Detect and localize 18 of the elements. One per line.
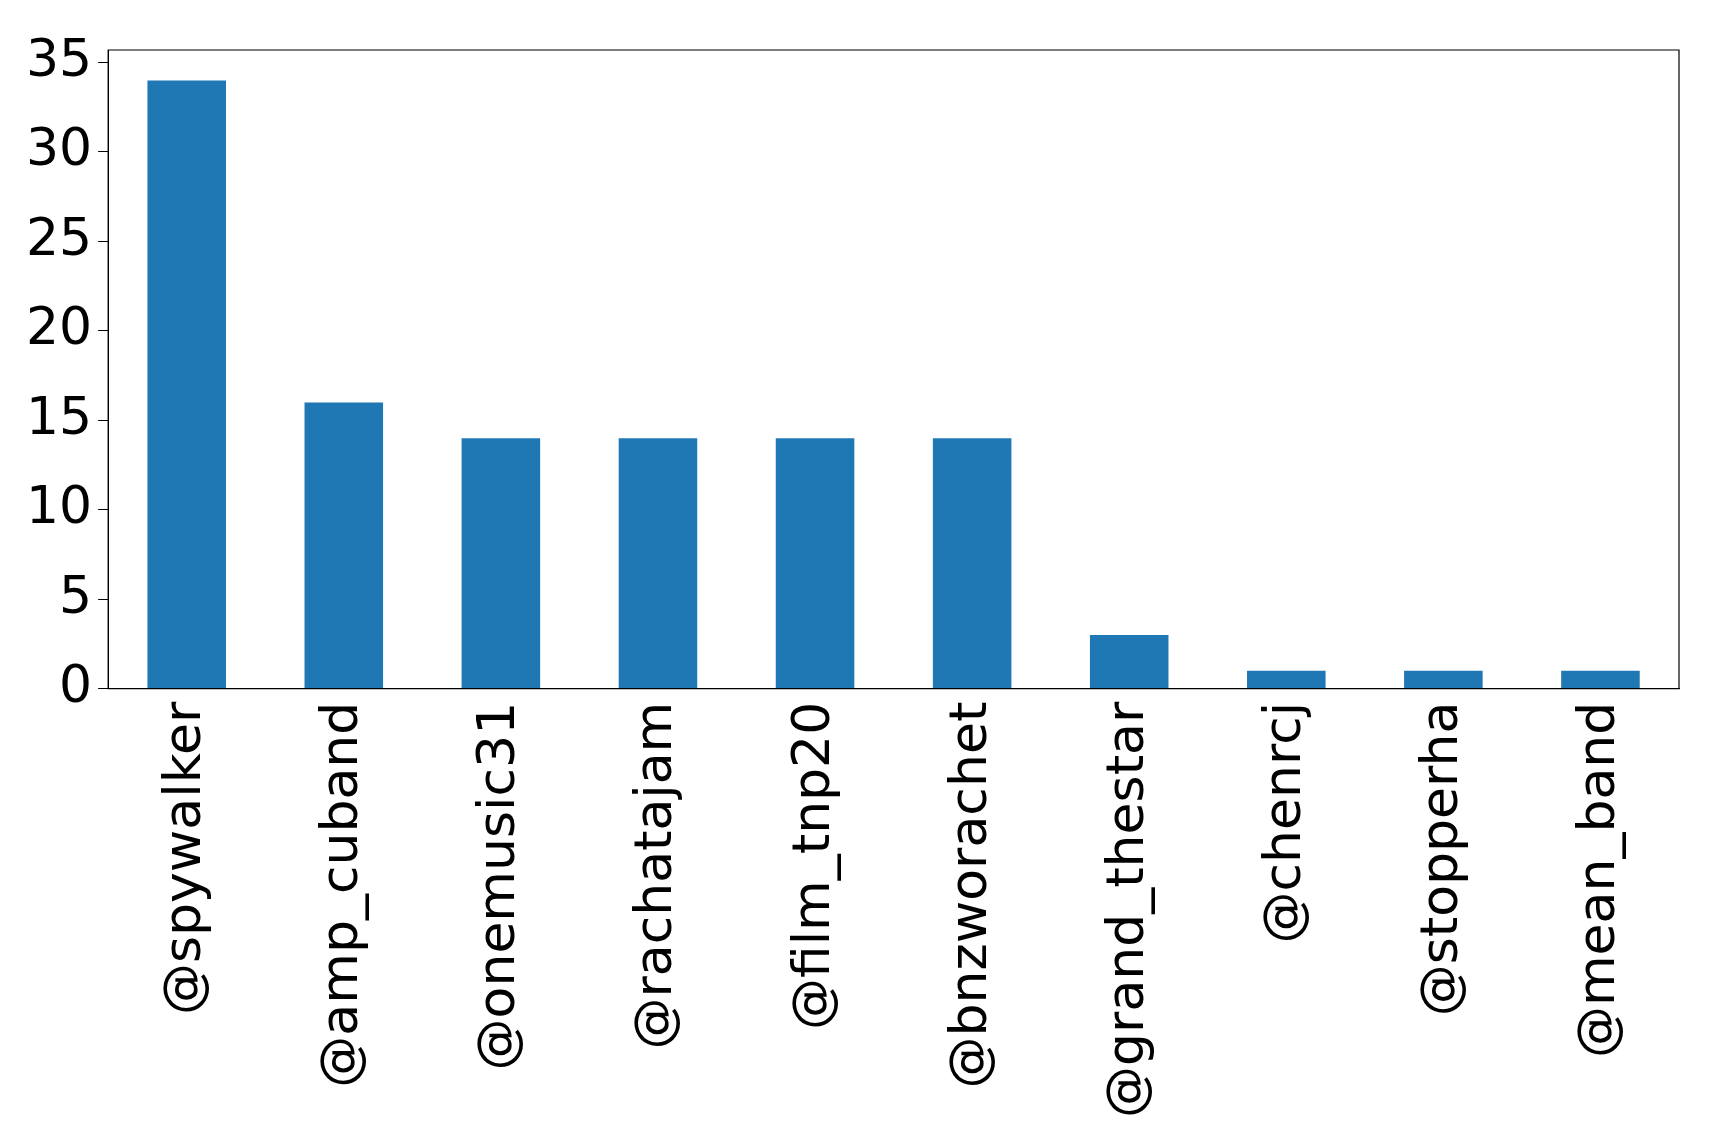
y-tick-label: 35: [26, 28, 93, 89]
x-tick-label: @amp_cuband: [309, 701, 370, 1088]
x-tick-label: @onemusic31: [466, 701, 527, 1071]
y-tick-label: 10: [26, 475, 93, 536]
y-tick-label: 25: [26, 206, 93, 267]
y-tick-label: 15: [26, 385, 93, 446]
y-tick-label: 20: [26, 296, 93, 357]
x-tick-label: @grand_thestar: [1094, 701, 1155, 1118]
x-tick-label: @film_tnp20: [780, 701, 841, 1031]
x-tick-label: @rachatajam: [623, 701, 684, 1050]
x-tick-label: @mean_band: [1565, 701, 1626, 1059]
y-tick-label: 30: [26, 117, 93, 178]
y-tick-label: 0: [59, 654, 93, 715]
x-tick-label: @spywalker: [152, 701, 213, 1016]
x-tick-label: @chenrcj: [1251, 701, 1312, 944]
x-tick-label: @stopperha: [1408, 701, 1469, 1017]
x-tick-label: @bnzworachet: [937, 701, 998, 1089]
y-tick-label: 5: [59, 564, 93, 625]
